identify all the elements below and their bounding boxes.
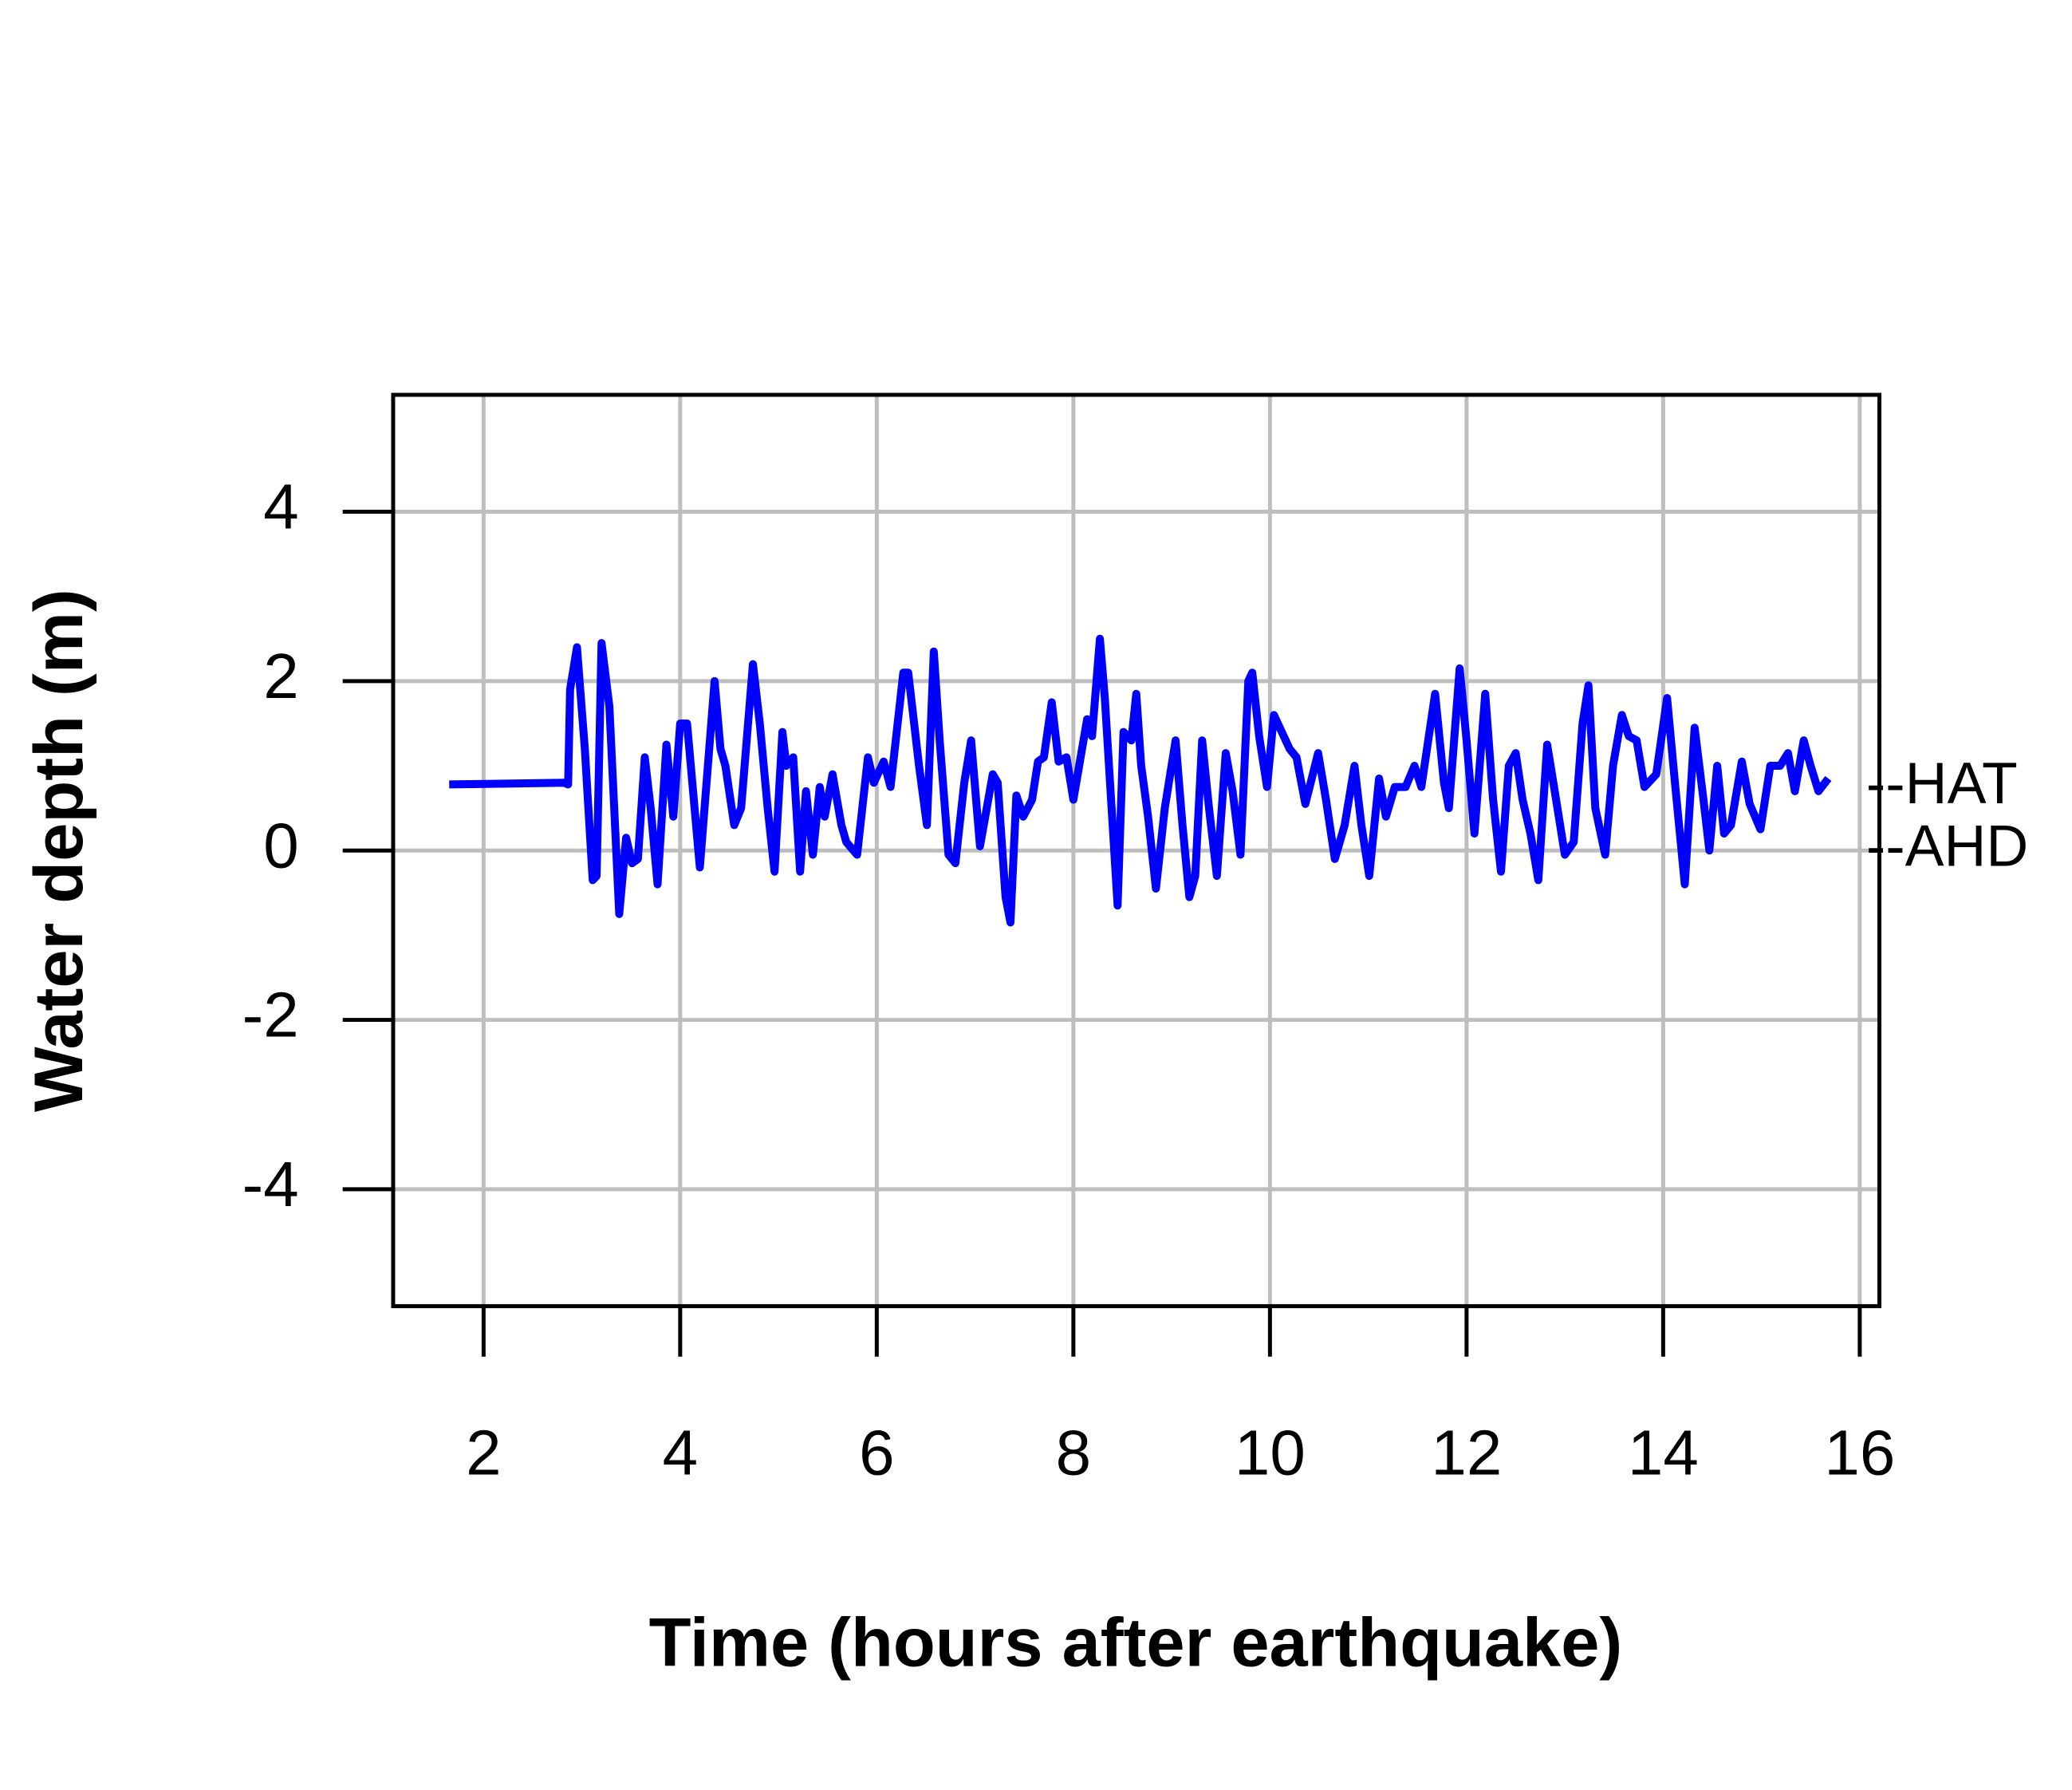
plot-frame [391, 392, 1882, 1308]
x-tick-label: 6 [859, 1417, 894, 1488]
x-tick-label: 8 [1056, 1417, 1091, 1488]
x-tick-label: 2 [466, 1417, 501, 1488]
y-tick-label: 0 [263, 810, 298, 881]
y-tick-label: -2 [242, 980, 299, 1051]
x-axis-title: Time (hours after earthquake) [649, 1604, 1623, 1681]
y-tick-label: -4 [242, 1149, 299, 1220]
annotation: --HAT [1866, 751, 2018, 816]
y-axis-title: Water depth (m) [21, 589, 97, 1112]
annotation: --AHD [1866, 814, 2028, 879]
x-tick-label: 10 [1235, 1417, 1306, 1488]
y-tick-label: 4 [263, 471, 298, 542]
x-tick-label: 4 [663, 1417, 698, 1488]
x-tick-label: 12 [1431, 1417, 1502, 1488]
y-tick-label: 2 [263, 641, 298, 712]
data-line [449, 634, 1832, 927]
x-tick-label: 14 [1628, 1417, 1699, 1488]
x-tick-label: 16 [1824, 1417, 1895, 1488]
